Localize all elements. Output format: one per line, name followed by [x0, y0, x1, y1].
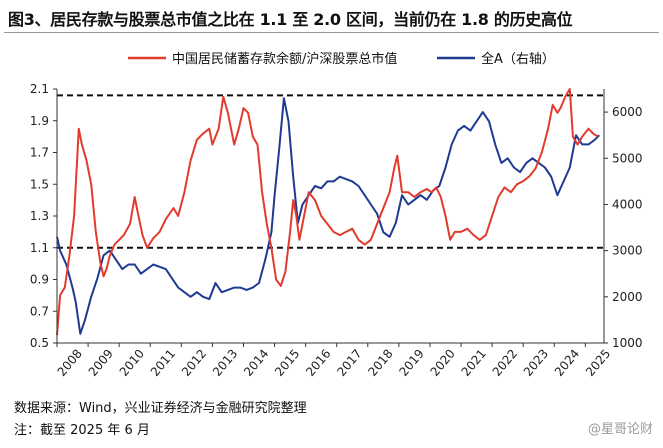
x-axis-tick-label: 2009 — [86, 347, 116, 379]
right-axis-tick-label: 4000 — [612, 197, 643, 211]
x-axis-tick-label: 2010 — [117, 347, 147, 379]
right-axis-tick-label: 2000 — [612, 290, 643, 304]
x-axis-tick-label: 2013 — [210, 347, 240, 379]
date-note: 注：截至 2025 年 6 月 — [14, 423, 150, 438]
chart-svg: 中国居民储蓄存款余额/沪深股票总市值 全A（右轴） 0.5 0.7 0.9 1.1 1.3… — [30, 51, 643, 379]
x-axis-tick-label: 2018 — [365, 347, 395, 379]
left-axis-tick-label: 1.1 — [30, 241, 49, 255]
left-axis-tick-label: 1.5 — [30, 177, 49, 191]
x-axis-tick-label: 2021 — [459, 347, 489, 379]
x-axis-tick-label: 2019 — [396, 347, 426, 379]
x-axis-tick-label: 2024 — [552, 347, 582, 379]
x-axis-tick-label: 2017 — [334, 347, 364, 379]
series-line-all-a — [56, 97, 601, 335]
watermark-text: @星哥论财 — [587, 422, 653, 437]
right-axis-tick-label: 5000 — [612, 151, 643, 165]
left-axis-tick-label: 1.9 — [30, 114, 49, 128]
x-axis-tick-label: 2011 — [148, 347, 178, 379]
title-divider — [4, 32, 659, 33]
source-note: 数据来源：Wind，兴业证券经济与金融研究院整理 — [14, 401, 307, 416]
x-axis-tick-label: 2014 — [241, 347, 271, 379]
x-axis-tick-label: 2008 — [55, 347, 85, 379]
legend-label-all-a: 全A（右轴） — [481, 51, 555, 67]
left-axis-tick-label: 0.7 — [30, 304, 49, 318]
x-axis-tick-label: 2022 — [490, 347, 520, 379]
x-axis-tick-label: 2012 — [179, 347, 209, 379]
series-line-deposit-ratio — [56, 88, 599, 336]
left-axis-tick-label: 0.9 — [30, 273, 49, 287]
x-axis-tick-label: 2020 — [428, 347, 458, 379]
legend-label-deposit-ratio: 中国居民储蓄存款余额/沪深股票总市值 — [172, 51, 397, 67]
legend: 中国居民储蓄存款余额/沪深股票总市值 全A（右轴） — [128, 51, 555, 67]
left-axis-tick-label: 0.5 — [30, 336, 49, 350]
chart-title: 图3、居民存款与股票总市值之比在 1.1 至 2.0 区间，当前仍在 1.8 的… — [8, 10, 573, 29]
x-axis-tick-label: 2025 — [583, 347, 613, 379]
x-axis-tick-label: 2016 — [303, 347, 333, 379]
x-axis-tick-label: 2023 — [521, 347, 551, 379]
left-axis-tick-label: 1.3 — [30, 209, 49, 223]
right-axis-tick-label: 3000 — [612, 244, 643, 258]
x-axis-tick-label: 2015 — [272, 347, 302, 379]
left-axis-tick-label: 2.1 — [30, 82, 49, 96]
left-axis-tick-label: 1.7 — [30, 146, 49, 160]
right-axis-tick-label: 1000 — [612, 336, 643, 350]
right-axis-tick-label: 6000 — [612, 105, 643, 119]
